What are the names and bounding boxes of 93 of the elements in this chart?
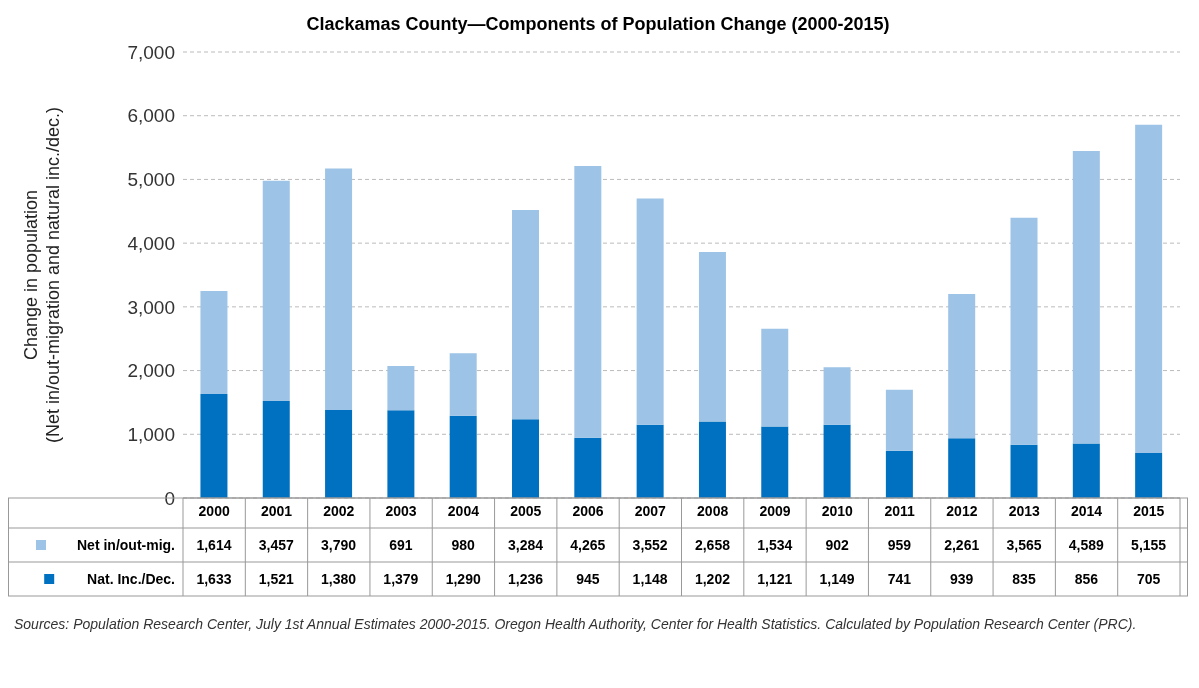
x-tick-label: 2004 <box>447 502 480 519</box>
bar <box>262 180 290 402</box>
bar <box>761 328 789 427</box>
bar <box>885 389 913 451</box>
data-label: 3,457 <box>258 537 294 553</box>
bar <box>512 210 540 420</box>
data-label: 1,614 <box>196 537 232 553</box>
bar <box>200 393 228 498</box>
data-label: 939 <box>950 571 974 587</box>
x-tick-label: 2008 <box>697 502 729 519</box>
data-label: 3,565 <box>1006 537 1042 553</box>
bar <box>885 450 913 498</box>
data-label: 1,633 <box>196 571 232 587</box>
data-label: 835 <box>1012 571 1036 587</box>
bar <box>698 252 726 422</box>
bar <box>325 168 353 411</box>
data-label: 2,261 <box>944 537 980 553</box>
y-tick-label: 7,000 <box>127 41 175 63</box>
x-tick-label: 2001 <box>260 502 293 519</box>
data-label: 1,380 <box>321 571 357 587</box>
x-tick-label: 2005 <box>510 502 542 519</box>
data-label: 856 <box>1074 571 1099 587</box>
bar <box>1010 444 1038 498</box>
y-tick-label: 0 <box>164 487 175 509</box>
x-tick-label: 2009 <box>759 502 791 519</box>
data-label: 5,155 <box>1131 537 1167 553</box>
data-label: 1,236 <box>507 571 544 587</box>
y-axis-title: Change in population (Net in/out-migration and natural inc./dec.) <box>21 106 63 444</box>
bar <box>698 421 726 498</box>
data-label: 1,149 <box>819 571 855 587</box>
bar <box>948 438 976 498</box>
legend-label: Net in/out-mig. <box>77 537 175 553</box>
x-tick-label: 2007 <box>634 502 667 519</box>
data-label: 959 <box>887 537 912 553</box>
bar <box>512 419 540 498</box>
x-tick-label: 2011 <box>884 502 915 519</box>
bar <box>1135 453 1163 498</box>
bar <box>1135 124 1163 454</box>
source-note: Sources: Population Research Center, July 1st Annual Estimates 2000-2015. Oregon Health Authority, Center for Health Statistics. Calculated by Population Research Center (PRC). <box>13 615 1138 634</box>
data-label: 1,202 <box>694 571 731 587</box>
legend-label: Nat. Inc./Dec. <box>87 571 175 587</box>
bar <box>636 424 664 498</box>
bar <box>387 410 415 498</box>
data-label: 691 <box>389 537 413 553</box>
data-label: 1,379 <box>383 571 419 587</box>
x-tick-label: 2003 <box>385 502 417 519</box>
bar <box>200 291 228 394</box>
data-label: 1,534 <box>757 537 793 553</box>
data-label: 705 <box>1136 571 1161 587</box>
bar <box>325 410 353 498</box>
bar <box>574 437 602 498</box>
bar <box>449 353 477 416</box>
data-label: 3,552 <box>632 537 668 553</box>
data-label: 1,121 <box>757 571 793 587</box>
bar <box>1072 151 1100 444</box>
x-tick-label: 2010 <box>821 502 854 519</box>
data-label: 980 <box>451 537 476 553</box>
bar <box>574 166 602 438</box>
x-tick-label: 2000 <box>198 502 230 519</box>
x-tick-label: 2012 <box>946 502 978 519</box>
y-tick-label: 4,000 <box>127 232 175 254</box>
data-label: 945 <box>576 571 600 587</box>
data-label: 3,790 <box>321 537 357 553</box>
x-tick-label: 2013 <box>1008 502 1040 519</box>
bar <box>948 294 976 439</box>
bar <box>761 426 789 498</box>
data-label: 1,148 <box>632 571 668 587</box>
data-label: 741 <box>887 571 912 587</box>
bar <box>387 366 415 411</box>
bar <box>823 367 851 425</box>
data-label: 4,589 <box>1068 537 1105 553</box>
data-label: 4,265 <box>570 537 606 553</box>
data-label: 1,521 <box>258 571 294 587</box>
bar <box>1010 217 1038 445</box>
y-tick-label: 3,000 <box>127 296 175 318</box>
bar <box>449 415 477 498</box>
bar <box>262 401 290 498</box>
y-tick-label: 2,000 <box>127 360 175 382</box>
x-tick-label: 2015 <box>1133 502 1165 519</box>
x-tick-label: 2006 <box>572 502 604 519</box>
x-tick-label: 2014 <box>1070 502 1103 519</box>
bar <box>636 198 664 425</box>
bar <box>1072 443 1100 498</box>
chart-title: Clackamas County—Components of Population Change (2000-2015) <box>305 14 891 36</box>
y-tick-label: 6,000 <box>127 105 175 127</box>
y-tick-label: 5,000 <box>127 169 175 191</box>
y-tick-label: 1,000 <box>127 424 175 446</box>
data-label: 3,284 <box>507 537 544 553</box>
data-label: 902 <box>825 537 849 553</box>
data-label: 2,658 <box>694 537 731 553</box>
bar <box>823 424 851 498</box>
x-tick-label: 2002 <box>323 502 355 519</box>
data-label: 1,290 <box>445 571 481 587</box>
